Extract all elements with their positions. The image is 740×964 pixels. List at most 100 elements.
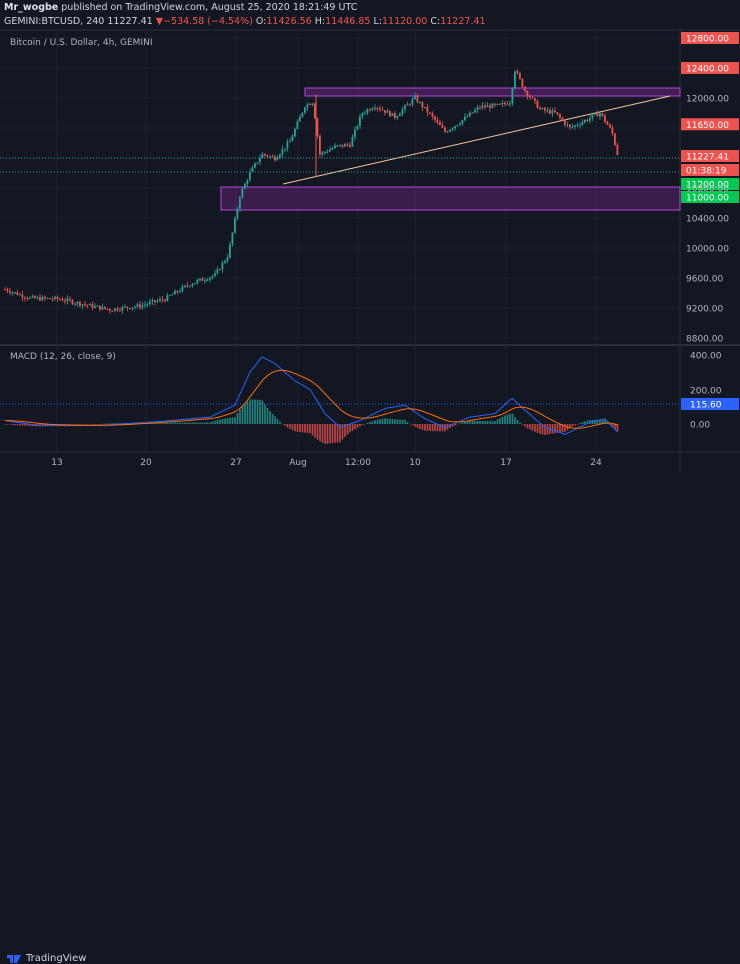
author-name[interactable]: Mr_wogbe — [4, 2, 59, 13]
candle-body — [216, 269, 219, 274]
histogram-bar — [114, 423, 116, 424]
high-label: H: — [314, 16, 326, 27]
histogram-bar — [374, 420, 376, 424]
candle-body — [431, 113, 434, 117]
histogram-bar — [164, 422, 166, 424]
histogram-bar — [356, 424, 359, 428]
time-axis[interactable]: 13 20 27 Aug 12:00 10 17 24 — [51, 458, 602, 468]
candle-body — [134, 306, 136, 308]
price-label-bg — [681, 118, 739, 131]
candle-body — [16, 292, 19, 295]
histogram-bar — [521, 424, 524, 425]
candle-body — [289, 141, 291, 143]
candle-body — [524, 86, 526, 91]
candle-body — [444, 127, 446, 132]
candle-body — [554, 110, 556, 113]
histogram-bar — [276, 419, 279, 424]
histogram-bar — [319, 424, 321, 442]
tradingview-logo[interactable]: TradingView — [6, 952, 86, 964]
histogram-bar — [166, 422, 169, 424]
histogram-bar — [546, 424, 549, 435]
candle-body — [244, 183, 246, 189]
footer: TradingView — [0, 473, 740, 964]
histogram-bar — [171, 422, 174, 424]
histogram-bar — [69, 424, 71, 425]
ohlc-line: GEMINI:BTCUSD, 240 11227.41 ▼−534.58 (−4… — [4, 16, 486, 27]
price-tick-label: 12800.00 — [686, 35, 729, 45]
histogram-bar — [611, 424, 614, 428]
time-tick-label: 12:00 — [345, 458, 371, 468]
candle-body — [321, 152, 324, 155]
candle-body — [71, 300, 74, 304]
change-arrow-icon: ▼ — [155, 16, 164, 27]
histogram-bar — [501, 416, 504, 424]
histogram-bar — [269, 411, 271, 424]
histogram-bar — [396, 419, 399, 424]
histogram-bar — [271, 413, 274, 424]
histogram-bar — [384, 418, 386, 424]
histogram-bar — [169, 422, 171, 424]
histogram-bar — [301, 424, 304, 433]
histogram-bar — [429, 424, 431, 431]
histogram-bar — [516, 419, 519, 424]
candle-body — [406, 104, 409, 106]
histogram-bar — [61, 424, 64, 425]
candle-body — [24, 297, 26, 299]
price-tick-label: 10800.00 — [686, 185, 729, 195]
macd-axis[interactable]: 400.00 200.00 115.60 0.00 — [681, 352, 739, 431]
trend-line[interactable] — [282, 95, 671, 185]
candle-body — [44, 296, 46, 299]
candle-body — [394, 113, 396, 118]
candle-body — [456, 125, 459, 127]
candle-body — [76, 301, 79, 304]
histogram-bar — [159, 422, 161, 424]
candle-body — [164, 299, 166, 302]
histogram-bar — [71, 424, 74, 425]
candle-body — [604, 115, 606, 122]
candle-body — [354, 129, 356, 138]
candle-body — [129, 307, 131, 309]
candle-body — [29, 297, 31, 299]
histogram-bar — [259, 399, 261, 424]
price-axis[interactable]: 12800.00 12400.00 12000.00 11650.00 11227.41… — [681, 32, 739, 345]
candle-body — [99, 305, 101, 310]
histogram-bar — [19, 424, 21, 426]
candle-body — [471, 112, 474, 114]
histogram-bar — [154, 422, 156, 424]
candle-body — [381, 109, 384, 111]
candle-body — [306, 104, 309, 108]
candle-body — [169, 295, 171, 297]
price-chart[interactable]: 12800.00 12400.00 12000.00 11650.00 11227.41… — [0, 0, 740, 473]
candle-body — [469, 112, 471, 117]
histogram-bar — [581, 422, 584, 424]
price-tick-label: 10400.00 — [686, 215, 729, 225]
candle-body — [396, 116, 399, 118]
histogram-bar — [469, 420, 471, 424]
histogram-bar — [371, 421, 374, 424]
candle-body — [34, 296, 36, 299]
histogram-bar — [41, 424, 44, 426]
histogram-bar — [466, 421, 469, 424]
histogram-bar — [226, 418, 229, 424]
candle-body — [241, 188, 244, 198]
candle-body — [414, 95, 416, 100]
histogram-bar — [394, 419, 396, 424]
publish-info: Mr_wogbe published on TradingView.com, A… — [4, 2, 357, 13]
resistance-zone[interactable] — [304, 87, 681, 97]
candle-body — [26, 298, 29, 300]
histogram-bar — [161, 422, 164, 424]
time-tick-label: 13 — [51, 458, 62, 468]
histogram-bar — [381, 418, 384, 424]
candle-body — [166, 295, 169, 302]
support-zone[interactable] — [220, 186, 681, 211]
histogram-bar — [219, 419, 221, 424]
candle-body — [239, 197, 241, 209]
candle-body — [176, 290, 179, 292]
candle-body — [601, 113, 604, 116]
histogram-bar — [11, 424, 14, 425]
histogram-bar — [191, 422, 194, 424]
histogram-bar — [46, 424, 49, 426]
macd-tick-label: 115.60 — [690, 401, 722, 411]
histogram-bar — [411, 424, 414, 426]
histogram-bar — [346, 424, 349, 435]
